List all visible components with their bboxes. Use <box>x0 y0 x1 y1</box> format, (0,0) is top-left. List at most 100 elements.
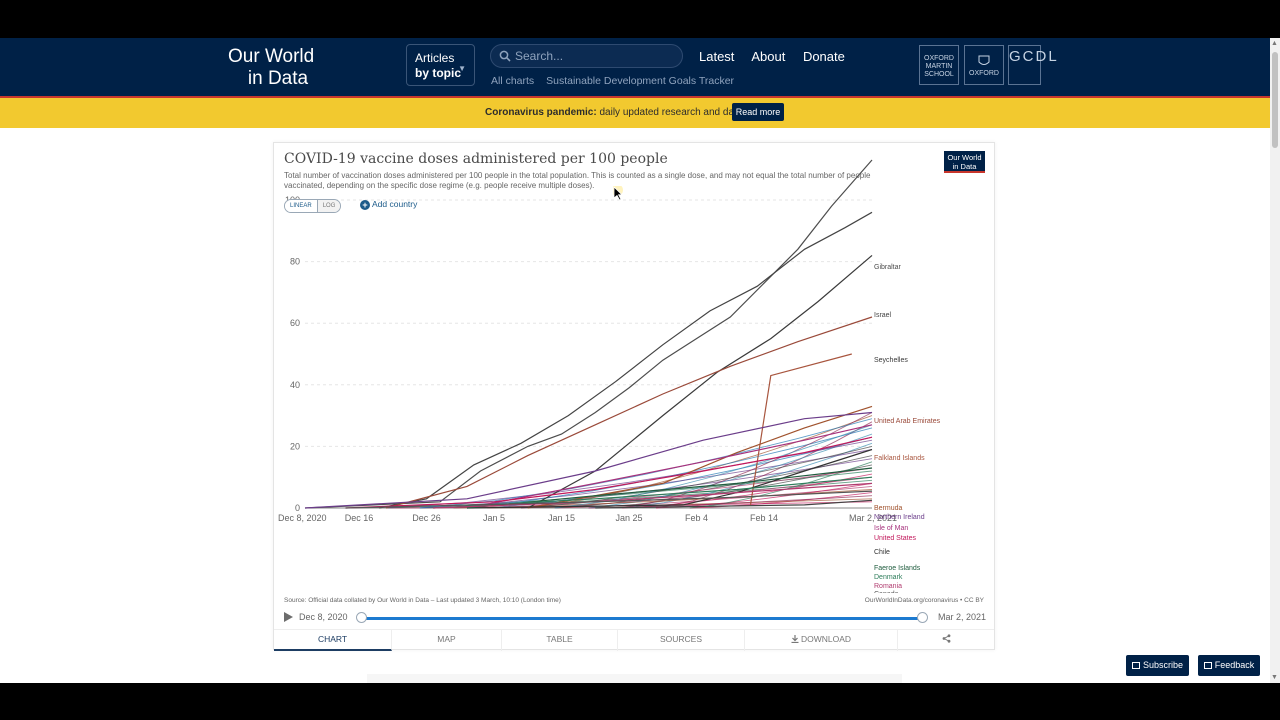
plus-circle-icon: + <box>360 200 370 210</box>
series-line <box>304 159 873 509</box>
x-tick-label: Feb 14 <box>750 513 778 523</box>
series-label: Falkland Islands <box>874 455 925 462</box>
timeline-slider: Dec 8, 2020 Mar 2, 2021 <box>284 611 986 625</box>
series-line <box>385 316 873 509</box>
nav-donate[interactable]: Donate <box>802 49 845 64</box>
play-icon[interactable] <box>284 612 293 622</box>
x-tick-label: Feb 4 <box>685 513 708 523</box>
series-line <box>433 482 873 509</box>
scale-linear-button[interactable]: LINEAR <box>285 200 318 212</box>
owid-badge-logo[interactable]: Our World in Data <box>944 151 985 173</box>
x-tick-label: Jan 5 <box>483 513 505 523</box>
series-label: Chile <box>874 549 890 556</box>
y-tick-label: 20 <box>290 441 300 451</box>
x-tick-label: Mar 2, 2021 <box>849 513 897 523</box>
download-label: DOWNLOAD <box>800 634 852 644</box>
subscribe-label: Subscribe <box>1142 660 1184 670</box>
articles-label: Articles <box>415 51 455 65</box>
series-label: Israel <box>874 312 892 319</box>
read-more-button[interactable]: Read more <box>732 103 784 121</box>
oxford-martin-label: OXFORD MARTIN SCHOOL <box>924 55 954 78</box>
timeline-end-handle[interactable] <box>917 612 928 623</box>
nav-sdg-tracker[interactable]: Sustainable Development Goals Tracker <box>546 75 735 87</box>
series-label: Northern Ireland <box>874 514 925 521</box>
timeline-track[interactable] <box>361 617 923 620</box>
series-label: Faeroe Islands <box>874 565 921 572</box>
series-line <box>379 211 873 509</box>
y-tick-label: 80 <box>290 257 300 267</box>
scale-toggle: LINEAR LOG <box>284 199 342 213</box>
tab-chart[interactable]: CHART <box>274 630 392 651</box>
series-label: United Arab Emirates <box>874 418 941 425</box>
comment-icon <box>1203 662 1212 669</box>
tab-sources[interactable]: SOURCES <box>618 630 745 651</box>
share-icon <box>942 634 950 643</box>
background-series-line <box>520 476 873 509</box>
series-label: Canada <box>874 591 899 593</box>
series-line <box>345 490 873 509</box>
banner-bold-text: Coronavirus pandemic: <box>485 107 597 118</box>
tab-share[interactable] <box>898 630 994 651</box>
series-line <box>345 436 873 509</box>
series-label: Isle of Man <box>874 525 908 532</box>
gcdl-label: GCDL <box>1009 48 1059 65</box>
owid-logo[interactable]: Our World in Data <box>228 46 328 90</box>
search-icon <box>499 50 511 62</box>
scroll-thumb[interactable] <box>1272 52 1278 148</box>
nav-latest[interactable]: Latest <box>699 49 735 64</box>
chart-tab-bar: CHART MAP TABLE SOURCES DOWNLOAD <box>274 629 994 651</box>
articles-by-topic-button[interactable]: Articles by topic ▼ <box>406 44 475 86</box>
tab-download[interactable]: DOWNLOAD <box>745 630 898 651</box>
series-line <box>749 353 852 505</box>
page-scrollbar[interactable]: ▲ ▼ <box>1270 38 1280 683</box>
nav-all-charts[interactable]: All charts <box>491 75 535 87</box>
scale-log-button[interactable]: LOG <box>317 200 341 212</box>
banner-body-text: daily updated research and data. <box>596 107 746 118</box>
scroll-down-icon[interactable]: ▼ <box>1271 674 1278 681</box>
mail-icon <box>1131 662 1140 669</box>
chart-source-url[interactable]: OurWorldInData.org/coronavirus • CC BY <box>864 597 984 604</box>
university-of-oxford-logo[interactable]: OXFORD <box>964 45 1004 85</box>
below-card-strip <box>367 674 902 683</box>
coronavirus-banner: Coronavirus pandemic: daily updated rese… <box>0 96 1270 128</box>
background-series-line <box>655 421 873 509</box>
gcdl-logo[interactable]: GCDL <box>1008 45 1057 85</box>
background-series-line <box>520 415 873 509</box>
series-label: Romania <box>874 583 902 590</box>
oxford-crest-icon <box>978 55 990 65</box>
add-country-button[interactable]: + Add country <box>360 199 417 210</box>
chart-subtitle: Total number of vaccination doses admini… <box>284 171 871 190</box>
background-series-line <box>622 412 873 509</box>
search-input[interactable]: Search... <box>490 44 683 68</box>
mouse-cursor-icon <box>613 186 623 201</box>
series-line <box>527 405 873 509</box>
nav-about[interactable]: About <box>751 49 786 64</box>
tab-table[interactable]: TABLE <box>502 630 618 651</box>
series-label: Denmark <box>874 574 903 581</box>
timeline-end-label: Mar 2, 2021 <box>937 612 986 622</box>
series-label: United States <box>874 535 917 542</box>
chart-source[interactable]: Source: Official data collated by Our Wo… <box>284 597 561 604</box>
series-line <box>466 424 873 509</box>
timeline-start-handle[interactable] <box>356 612 367 623</box>
main-nav: Latest About Donate <box>699 49 859 64</box>
logo-line1: Our World <box>228 46 315 67</box>
feedback-button[interactable]: Feedback <box>1198 655 1260 676</box>
tab-map[interactable]: MAP <box>392 630 502 651</box>
search-placeholder: Search... <box>515 49 564 63</box>
by-topic-label: by topic <box>415 66 462 80</box>
series-label: Seychelles <box>874 357 908 364</box>
oxford-martin-school-logo[interactable]: OXFORD MARTIN SCHOOL <box>919 45 959 85</box>
chart-title: COVID-19 vaccine doses administered per … <box>284 151 668 167</box>
chevron-down-icon: ▼ <box>458 64 466 73</box>
site-header: Our World in Data Articles by topic ▼ Se… <box>0 38 1270 96</box>
scroll-up-icon[interactable]: ▲ <box>1271 40 1278 47</box>
subscribe-button[interactable]: Subscribe <box>1126 655 1189 676</box>
background-series-line <box>419 418 873 509</box>
x-tick-label: Dec 26 <box>412 513 441 523</box>
feedback-label: Feedback <box>1214 660 1255 670</box>
browser-viewport: Our World in Data Articles by topic ▼ Se… <box>0 38 1280 683</box>
series-label: Gibraltar <box>874 264 902 271</box>
y-tick-label: 60 <box>290 318 300 328</box>
